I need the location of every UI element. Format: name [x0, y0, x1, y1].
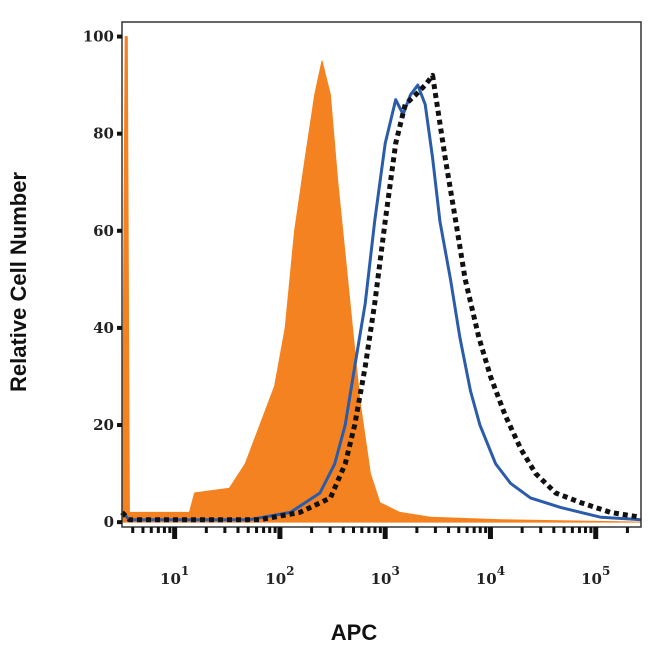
plot-frame — [121, 21, 642, 528]
x-tick-label: 101 — [160, 564, 189, 588]
y-tick-label: 0 — [104, 513, 114, 531]
x-tick-exp: 1 — [181, 564, 189, 578]
series-isotype-fill — [121, 36, 642, 523]
y-tick-label: 80 — [93, 125, 114, 143]
x-tick-base: 10 — [371, 570, 392, 588]
y-tick-label: 40 — [93, 319, 114, 337]
x-tick-exp: 2 — [286, 564, 294, 578]
y-axis-title: Relative Cell Number — [6, 172, 31, 393]
y-tick-label: 60 — [93, 222, 114, 240]
series-line-1 — [120, 83, 642, 522]
x-tick-exp: 4 — [497, 564, 505, 578]
x-tick-base: 10 — [581, 570, 602, 588]
plot-marks — [120, 36, 642, 523]
x-tick-label: 102 — [265, 564, 294, 588]
x-tick-label: 105 — [581, 564, 610, 588]
x-tick-base: 10 — [476, 570, 497, 588]
x-axis-title: APC — [331, 620, 378, 645]
x-tick-base: 10 — [160, 570, 181, 588]
x-tick-label: 103 — [371, 564, 400, 588]
x-tick-base: 10 — [265, 570, 286, 588]
x-tick-label: 104 — [476, 564, 505, 588]
y-tick-label: 20 — [93, 416, 114, 434]
x-tick-exp: 5 — [602, 564, 610, 578]
x-tick-exp: 3 — [391, 564, 399, 578]
y-tick-label: 100 — [83, 28, 114, 46]
series-line-2 — [120, 72, 642, 523]
